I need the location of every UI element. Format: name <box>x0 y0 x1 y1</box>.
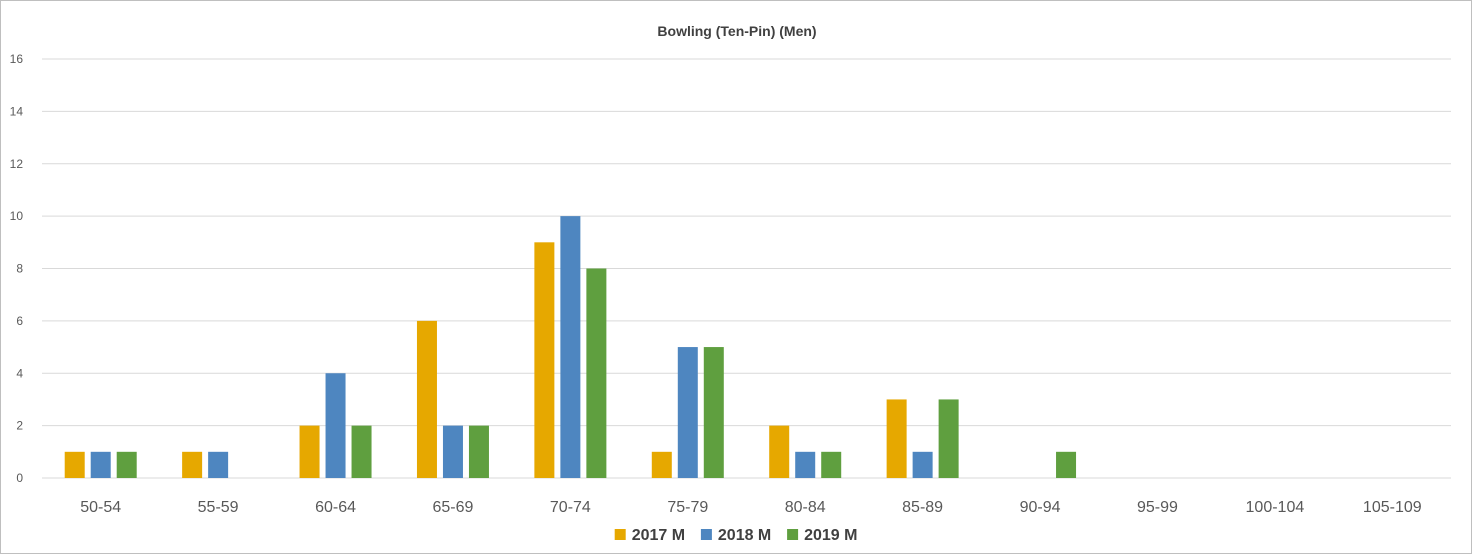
gridlines <box>42 58 1451 479</box>
bar <box>351 425 372 478</box>
bar <box>416 320 437 478</box>
x-tick-label: 100-104 <box>1246 499 1305 516</box>
legend-label: 2017 M <box>632 527 685 544</box>
x-tick-label: 80-84 <box>785 499 826 516</box>
bar <box>586 268 607 478</box>
bar <box>938 399 959 478</box>
y-tick-label: 10 <box>10 209 24 223</box>
bars <box>64 216 1077 478</box>
legend-label: 2019 M <box>804 527 857 544</box>
y-axis: 0 2 4 6 8 10 12 14 16 <box>10 52 24 485</box>
bar <box>325 373 346 478</box>
bar <box>703 347 724 478</box>
legend: 2017 M 2018 M 2019 M <box>614 527 857 544</box>
x-tick-label: 50-54 <box>80 499 121 516</box>
x-tick-label: 55-59 <box>198 499 239 516</box>
bar <box>677 347 698 478</box>
bar <box>795 451 816 478</box>
x-tick-label: 95-99 <box>1137 499 1178 516</box>
y-tick-label: 2 <box>16 419 23 433</box>
bar <box>912 451 933 478</box>
x-tick-label: 85-89 <box>902 499 943 516</box>
x-tick-label: 70-74 <box>550 499 591 516</box>
bar <box>182 451 203 478</box>
bar <box>560 216 581 478</box>
bar <box>468 425 489 478</box>
y-tick-label: 6 <box>16 314 23 328</box>
y-tick-label: 14 <box>10 104 24 118</box>
legend-swatch <box>787 529 799 540</box>
bar <box>769 425 790 478</box>
bar <box>886 399 907 478</box>
legend-swatch <box>700 529 712 540</box>
chart-title: Bowling (Ten-Pin) (Men) <box>657 23 816 39</box>
legend-swatch <box>614 529 626 540</box>
y-tick-label: 4 <box>16 366 23 380</box>
bar <box>442 425 463 478</box>
bar <box>64 451 85 478</box>
bar <box>208 451 229 478</box>
x-tick-label: 105-109 <box>1363 499 1422 516</box>
bar <box>821 451 842 478</box>
bar <box>1056 451 1077 478</box>
x-tick-label: 65-69 <box>432 499 473 516</box>
legend-label: 2018 M <box>718 527 771 544</box>
x-axis: 50-54 55-59 60-64 65-69 70-74 75-79 80-84 85-89… <box>80 499 1422 516</box>
x-tick-label: 90-94 <box>1020 499 1061 516</box>
x-tick-label: 75-79 <box>667 499 708 516</box>
y-tick-label: 8 <box>16 262 23 276</box>
y-tick-label: 16 <box>10 52 24 66</box>
x-tick-label: 60-64 <box>315 499 356 516</box>
bar <box>90 451 111 478</box>
bar <box>651 451 672 478</box>
bar <box>534 242 555 478</box>
bar <box>299 425 320 478</box>
y-tick-label: 0 <box>16 471 23 485</box>
bar <box>116 451 137 478</box>
y-tick-label: 12 <box>10 157 24 171</box>
